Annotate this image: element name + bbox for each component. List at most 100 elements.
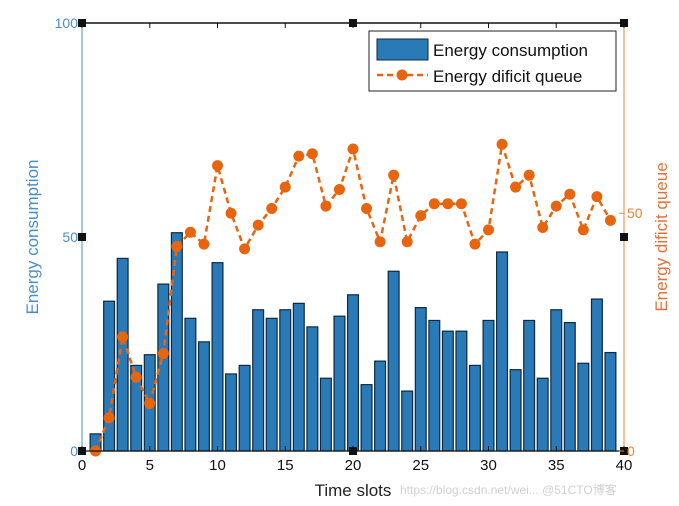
queue-point bbox=[415, 210, 427, 222]
y-axis-label-left: Energy consumption bbox=[23, 160, 42, 315]
queue-point bbox=[550, 200, 562, 212]
bar bbox=[374, 360, 387, 452]
bar bbox=[455, 330, 468, 452]
bar bbox=[184, 317, 197, 452]
y-tick-label-right: 0 bbox=[627, 443, 635, 459]
bar bbox=[265, 317, 278, 452]
queue-point bbox=[266, 202, 278, 214]
bar bbox=[604, 351, 617, 452]
legend-label-energy-consumption: Energy consumption bbox=[433, 41, 588, 60]
bar bbox=[170, 232, 183, 452]
y-tick-left bbox=[78, 233, 86, 241]
x-tick-label: 20 bbox=[345, 457, 362, 474]
bar bbox=[211, 262, 224, 452]
bar bbox=[563, 322, 576, 452]
queue-point bbox=[496, 138, 508, 150]
bar bbox=[319, 377, 332, 452]
bar bbox=[157, 283, 170, 452]
bar bbox=[225, 373, 238, 452]
bar bbox=[116, 257, 129, 452]
y-tick-label-left: 0 bbox=[70, 443, 78, 459]
x-tick-label: 5 bbox=[146, 457, 154, 474]
bar bbox=[401, 390, 414, 452]
y-tick-label-right: 50 bbox=[627, 205, 643, 221]
bottom-mid-marker bbox=[349, 447, 357, 455]
bar bbox=[482, 319, 495, 452]
x-tick-label: 0 bbox=[78, 457, 86, 474]
bar bbox=[590, 298, 603, 452]
bar bbox=[197, 341, 210, 452]
bar bbox=[292, 302, 305, 452]
queue-point bbox=[184, 226, 196, 238]
queue-point bbox=[212, 160, 223, 172]
queue-point bbox=[442, 198, 454, 210]
x-tick-label: 40 bbox=[616, 457, 633, 474]
queue-point bbox=[347, 143, 359, 155]
bar bbox=[346, 294, 360, 452]
queue-point bbox=[401, 236, 413, 248]
queue-point bbox=[333, 183, 345, 195]
y-tick-left bbox=[78, 19, 86, 27]
queue-point bbox=[577, 224, 589, 236]
queue-point bbox=[564, 188, 576, 200]
legend-label-energy-dificit-queue: Energy dificit queue bbox=[433, 67, 582, 86]
x-tick-label: 10 bbox=[209, 457, 226, 474]
bar bbox=[279, 309, 292, 452]
queue-point bbox=[171, 241, 183, 253]
legend: Energy consumption Energy dificit queue bbox=[368, 30, 617, 92]
y-tick-label-left: 50 bbox=[62, 229, 78, 245]
bar bbox=[536, 377, 549, 452]
queue-point bbox=[306, 148, 318, 160]
queue-point bbox=[252, 219, 264, 231]
top-mid-marker bbox=[349, 19, 357, 27]
y-tick-label-left: 100 bbox=[55, 15, 79, 31]
y-tick-right-marker bbox=[620, 233, 628, 241]
queue-point bbox=[103, 412, 115, 424]
x-axis-label: Time slots bbox=[315, 481, 392, 500]
y-tick-left bbox=[78, 447, 86, 455]
y-axis-label-right: Energy dificit queue bbox=[652, 162, 671, 311]
queue-point bbox=[279, 181, 291, 193]
bar bbox=[414, 307, 427, 452]
legend-marker bbox=[396, 69, 408, 81]
bar bbox=[252, 309, 265, 452]
queue-point bbox=[293, 150, 305, 162]
queue-point bbox=[361, 202, 373, 214]
queue-point bbox=[469, 238, 481, 250]
queue-point bbox=[157, 348, 169, 360]
bar bbox=[509, 369, 522, 452]
bar bbox=[496, 251, 509, 452]
queue-point bbox=[374, 236, 386, 248]
bar bbox=[238, 364, 251, 452]
queue-point bbox=[455, 198, 467, 210]
legend-bar-swatch bbox=[376, 38, 429, 61]
queue-point bbox=[144, 397, 156, 409]
bar bbox=[550, 309, 563, 452]
watermark: https://blog.csdn.net/wei... @51CTO博客 bbox=[400, 482, 617, 497]
queue-point bbox=[130, 371, 142, 383]
queue-point bbox=[198, 238, 210, 250]
queue-point bbox=[320, 200, 332, 212]
queue-point bbox=[523, 169, 535, 181]
line-series bbox=[90, 138, 616, 457]
queue-point bbox=[483, 224, 494, 236]
x-tick-label: 30 bbox=[480, 457, 497, 474]
queue-point bbox=[239, 243, 251, 255]
y-tick-right-marker bbox=[620, 19, 628, 27]
axes bbox=[78, 19, 628, 455]
bar bbox=[523, 319, 536, 452]
queue-point bbox=[225, 207, 237, 219]
bar bbox=[428, 319, 441, 452]
bar-series bbox=[89, 232, 617, 452]
queue-point bbox=[604, 214, 616, 226]
queue-point bbox=[537, 221, 549, 233]
queue-point bbox=[510, 181, 522, 193]
bar bbox=[441, 330, 454, 452]
bar bbox=[306, 326, 319, 452]
bar bbox=[387, 270, 400, 452]
queue-point bbox=[117, 331, 129, 343]
bar bbox=[333, 315, 346, 452]
x-tick-label: 25 bbox=[412, 457, 429, 474]
